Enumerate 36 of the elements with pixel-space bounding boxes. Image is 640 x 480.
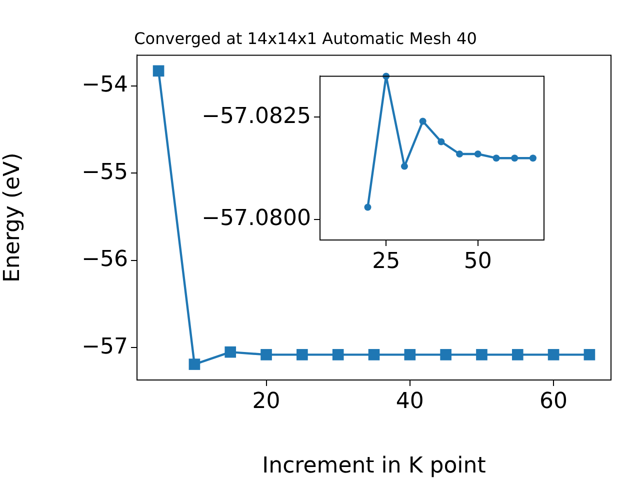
point xyxy=(224,346,236,358)
x-tick-label: 20 xyxy=(252,388,280,414)
y-tick-label: −57.0825 xyxy=(202,104,311,129)
point xyxy=(368,349,380,360)
x-axis-title: Increment in K point xyxy=(262,454,486,479)
point xyxy=(188,358,200,370)
point xyxy=(152,65,164,77)
point xyxy=(332,349,344,360)
y-tick-label: −56 xyxy=(82,247,128,272)
chart-title: Converged at 14x14x1 Automatic Mesh 40 xyxy=(134,28,477,48)
x-tick-label: 25 xyxy=(372,248,400,274)
point xyxy=(440,349,452,360)
point xyxy=(456,150,464,158)
y-tick-label: −55 xyxy=(82,160,128,185)
x-tick-label: 50 xyxy=(464,248,492,274)
point xyxy=(512,349,524,360)
point xyxy=(492,154,500,162)
y-axis-title: Energy (eV) xyxy=(0,152,25,282)
point xyxy=(548,349,560,360)
point xyxy=(438,138,445,146)
point xyxy=(404,349,416,360)
point xyxy=(260,349,272,360)
point xyxy=(584,349,596,360)
point xyxy=(476,349,488,360)
y-tick-label: −54 xyxy=(82,72,128,98)
point xyxy=(419,118,426,125)
y-tick-label: −57.0800 xyxy=(202,206,311,232)
point xyxy=(400,162,408,170)
point xyxy=(364,204,372,211)
x-tick-label: 40 xyxy=(396,388,424,414)
point xyxy=(296,349,308,360)
y-tick-label: −57 xyxy=(82,334,128,360)
point xyxy=(511,154,518,162)
x-tick-label: 60 xyxy=(540,388,568,414)
point xyxy=(529,154,536,162)
point xyxy=(474,150,482,158)
